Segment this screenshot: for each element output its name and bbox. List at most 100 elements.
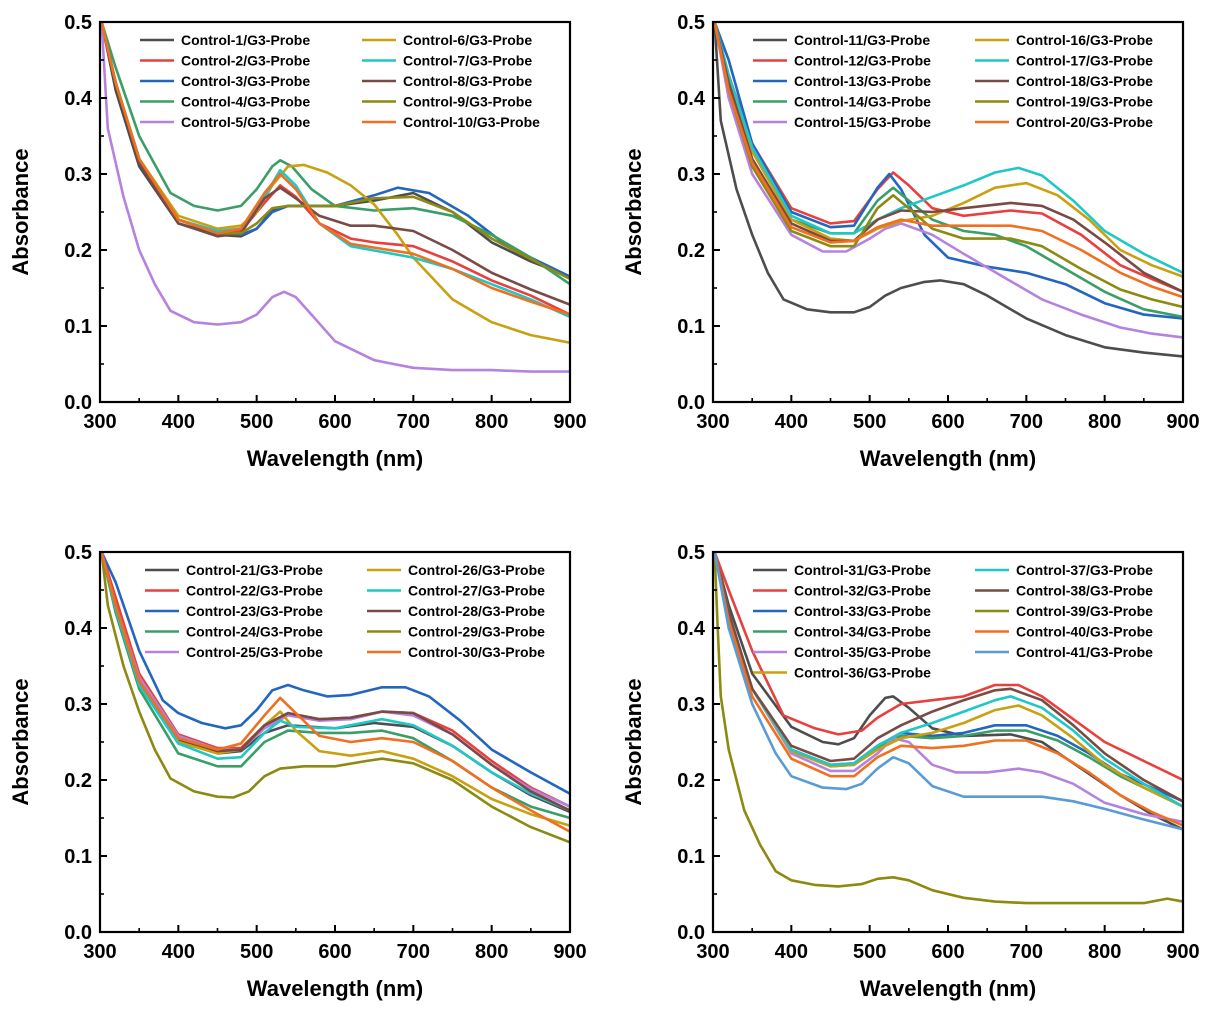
legend-label: Control-15/G3-Probe (794, 114, 931, 130)
y-tick-label: 0.2 (64, 240, 92, 262)
chart-panel-3: 300 400 500 600 700 800 900 0.0 0.1 0.2 0.3 0.4 0.5 W… (8, 542, 587, 1001)
y-axis-title: Absorbance (621, 148, 646, 275)
y-tick-label: 0.5 (64, 542, 92, 564)
y-axis-title: Absorbance (8, 678, 33, 805)
series-line-7 (713, 22, 1183, 275)
y-tick-label: 0.5 (677, 542, 705, 564)
series-line-3 (713, 22, 1183, 320)
y-tick-label: 0.3 (64, 694, 92, 716)
y-tick-label: 0.2 (677, 240, 705, 262)
x-tick-label: 800 (1088, 941, 1121, 963)
legend-label: Control-26/G3-Probe (408, 562, 545, 578)
chart-panel-4: 300 400 500 600 700 800 900 0.0 0.1 0.2 0.3 0.4 0.5 W… (621, 542, 1200, 1001)
series-line-2 (713, 552, 1183, 782)
legend-label: Control-1/G3-Probe (181, 32, 310, 48)
legend-label: Control-2/G3-Probe (181, 53, 310, 69)
y-tick-label: 0.4 (677, 88, 706, 110)
legend-label: Control-6/G3-Probe (403, 32, 532, 48)
legend-label: Control-28/G3-Probe (408, 603, 545, 619)
series-line-4 (100, 22, 570, 286)
x-tick-label: 800 (475, 411, 508, 433)
legend: Control-11/G3-Probe Control-12/G3-Probe Co… (753, 32, 1153, 130)
x-tick-label: 400 (162, 411, 195, 433)
legend-label: Control-37/G3-Probe (1016, 562, 1153, 578)
y-tick-label: 0.0 (64, 922, 92, 944)
x-tick-label: 800 (1088, 411, 1121, 433)
series-line-8 (713, 22, 1183, 294)
legend: Control-21/G3-Probe Control-22/G3-Probe Co… (145, 562, 545, 660)
x-tick-label: 700 (397, 411, 430, 433)
series-line-7 (100, 552, 570, 812)
y-tick-label: 0.0 (64, 392, 92, 414)
legend-label: Control-38/G3-Probe (1016, 583, 1153, 599)
x-tick-label: 600 (931, 411, 964, 433)
x-tick-label: 900 (553, 411, 586, 433)
legend-label: Control-18/G3-Probe (1016, 73, 1153, 89)
y-tick-label: 0.0 (677, 922, 705, 944)
y-tick-label: 0.4 (64, 618, 93, 640)
legend-label: Control-16/G3-Probe (1016, 32, 1153, 48)
x-tick-label: 900 (1166, 411, 1199, 433)
y-tick-label: 0.3 (677, 694, 705, 716)
x-tick-label: 300 (83, 411, 116, 433)
series-line-9 (713, 552, 1183, 905)
x-axis-title: Wavelength (nm) (860, 446, 1036, 471)
series-line-9 (100, 552, 570, 844)
legend-label: Control-32/G3-Probe (794, 583, 931, 599)
x-tick-label: 600 (318, 411, 351, 433)
legend-label: Control-41/G3-Probe (1016, 644, 1153, 660)
series-line-10 (713, 552, 1183, 827)
legend-label: Control-33/G3-Probe (794, 603, 931, 619)
series-group (713, 22, 1183, 358)
x-axis-title: Wavelength (nm) (247, 976, 423, 1001)
series-group (713, 552, 1183, 905)
x-axis-title: Wavelength (nm) (247, 446, 423, 471)
legend-label: Control-4/G3-Probe (181, 94, 310, 110)
y-axis-title: Absorbance (8, 148, 33, 275)
legend-label: Control-29/G3-Probe (408, 624, 545, 640)
chart-panel-2: 300 400 500 600 700 800 900 0.0 0.1 0.2 0.3 0.4 0.5 W… (621, 12, 1200, 471)
legend-label: Control-31/G3-Probe (794, 562, 931, 578)
y-tick-label: 0.0 (677, 392, 705, 414)
legend-label: Control-24/G3-Probe (186, 624, 323, 640)
series-line-3 (100, 552, 570, 795)
legend: Control-31/G3-Probe Control-32/G3-Probe Co… (753, 562, 1153, 681)
series-line-6 (713, 22, 1183, 278)
series-line-10 (100, 552, 570, 833)
series-line-6 (100, 22, 570, 344)
y-tick-label: 0.3 (677, 164, 705, 186)
y-tick-label: 0.4 (64, 88, 93, 110)
series-line-7 (713, 552, 1183, 808)
series-line-5 (100, 22, 570, 373)
x-tick-label: 500 (240, 941, 273, 963)
x-tick-label: 900 (1166, 941, 1199, 963)
legend-label: Control-17/G3-Probe (1016, 53, 1153, 69)
x-tick-label: 400 (775, 941, 808, 963)
legend-label: Control-21/G3-Probe (186, 562, 323, 578)
series-line-8 (713, 552, 1183, 803)
legend: Control-1/G3-Probe Control-2/G3-Probe Cont… (140, 32, 540, 130)
y-tick-label: 0.5 (677, 12, 705, 34)
legend-label: Control-11/G3-Probe (794, 32, 930, 48)
y-tick-label: 0.4 (677, 618, 706, 640)
y-tick-label: 0.2 (64, 770, 92, 792)
legend-label: Control-35/G3-Probe (794, 644, 931, 660)
legend-label: Control-20/G3-Probe (1016, 114, 1153, 130)
legend-label: Control-19/G3-Probe (1016, 94, 1153, 110)
legend-label: Control-9/G3-Probe (403, 94, 532, 110)
legend-label: Control-30/G3-Probe (408, 644, 545, 660)
legend-label: Control-27/G3-Probe (408, 583, 545, 599)
y-tick-label: 0.5 (64, 12, 92, 34)
series-line-10 (713, 22, 1183, 299)
series-group (100, 552, 570, 844)
legend-label: Control-3/G3-Probe (181, 73, 310, 89)
series-line-8 (100, 22, 570, 306)
series-line-9 (713, 22, 1183, 309)
x-tick-label: 800 (475, 941, 508, 963)
legend-label: Control-36/G3-Probe (794, 665, 931, 681)
series-line-1 (713, 22, 1183, 358)
x-tick-label: 600 (931, 941, 964, 963)
x-tick-label: 500 (853, 941, 886, 963)
x-tick-label: 700 (1010, 941, 1043, 963)
